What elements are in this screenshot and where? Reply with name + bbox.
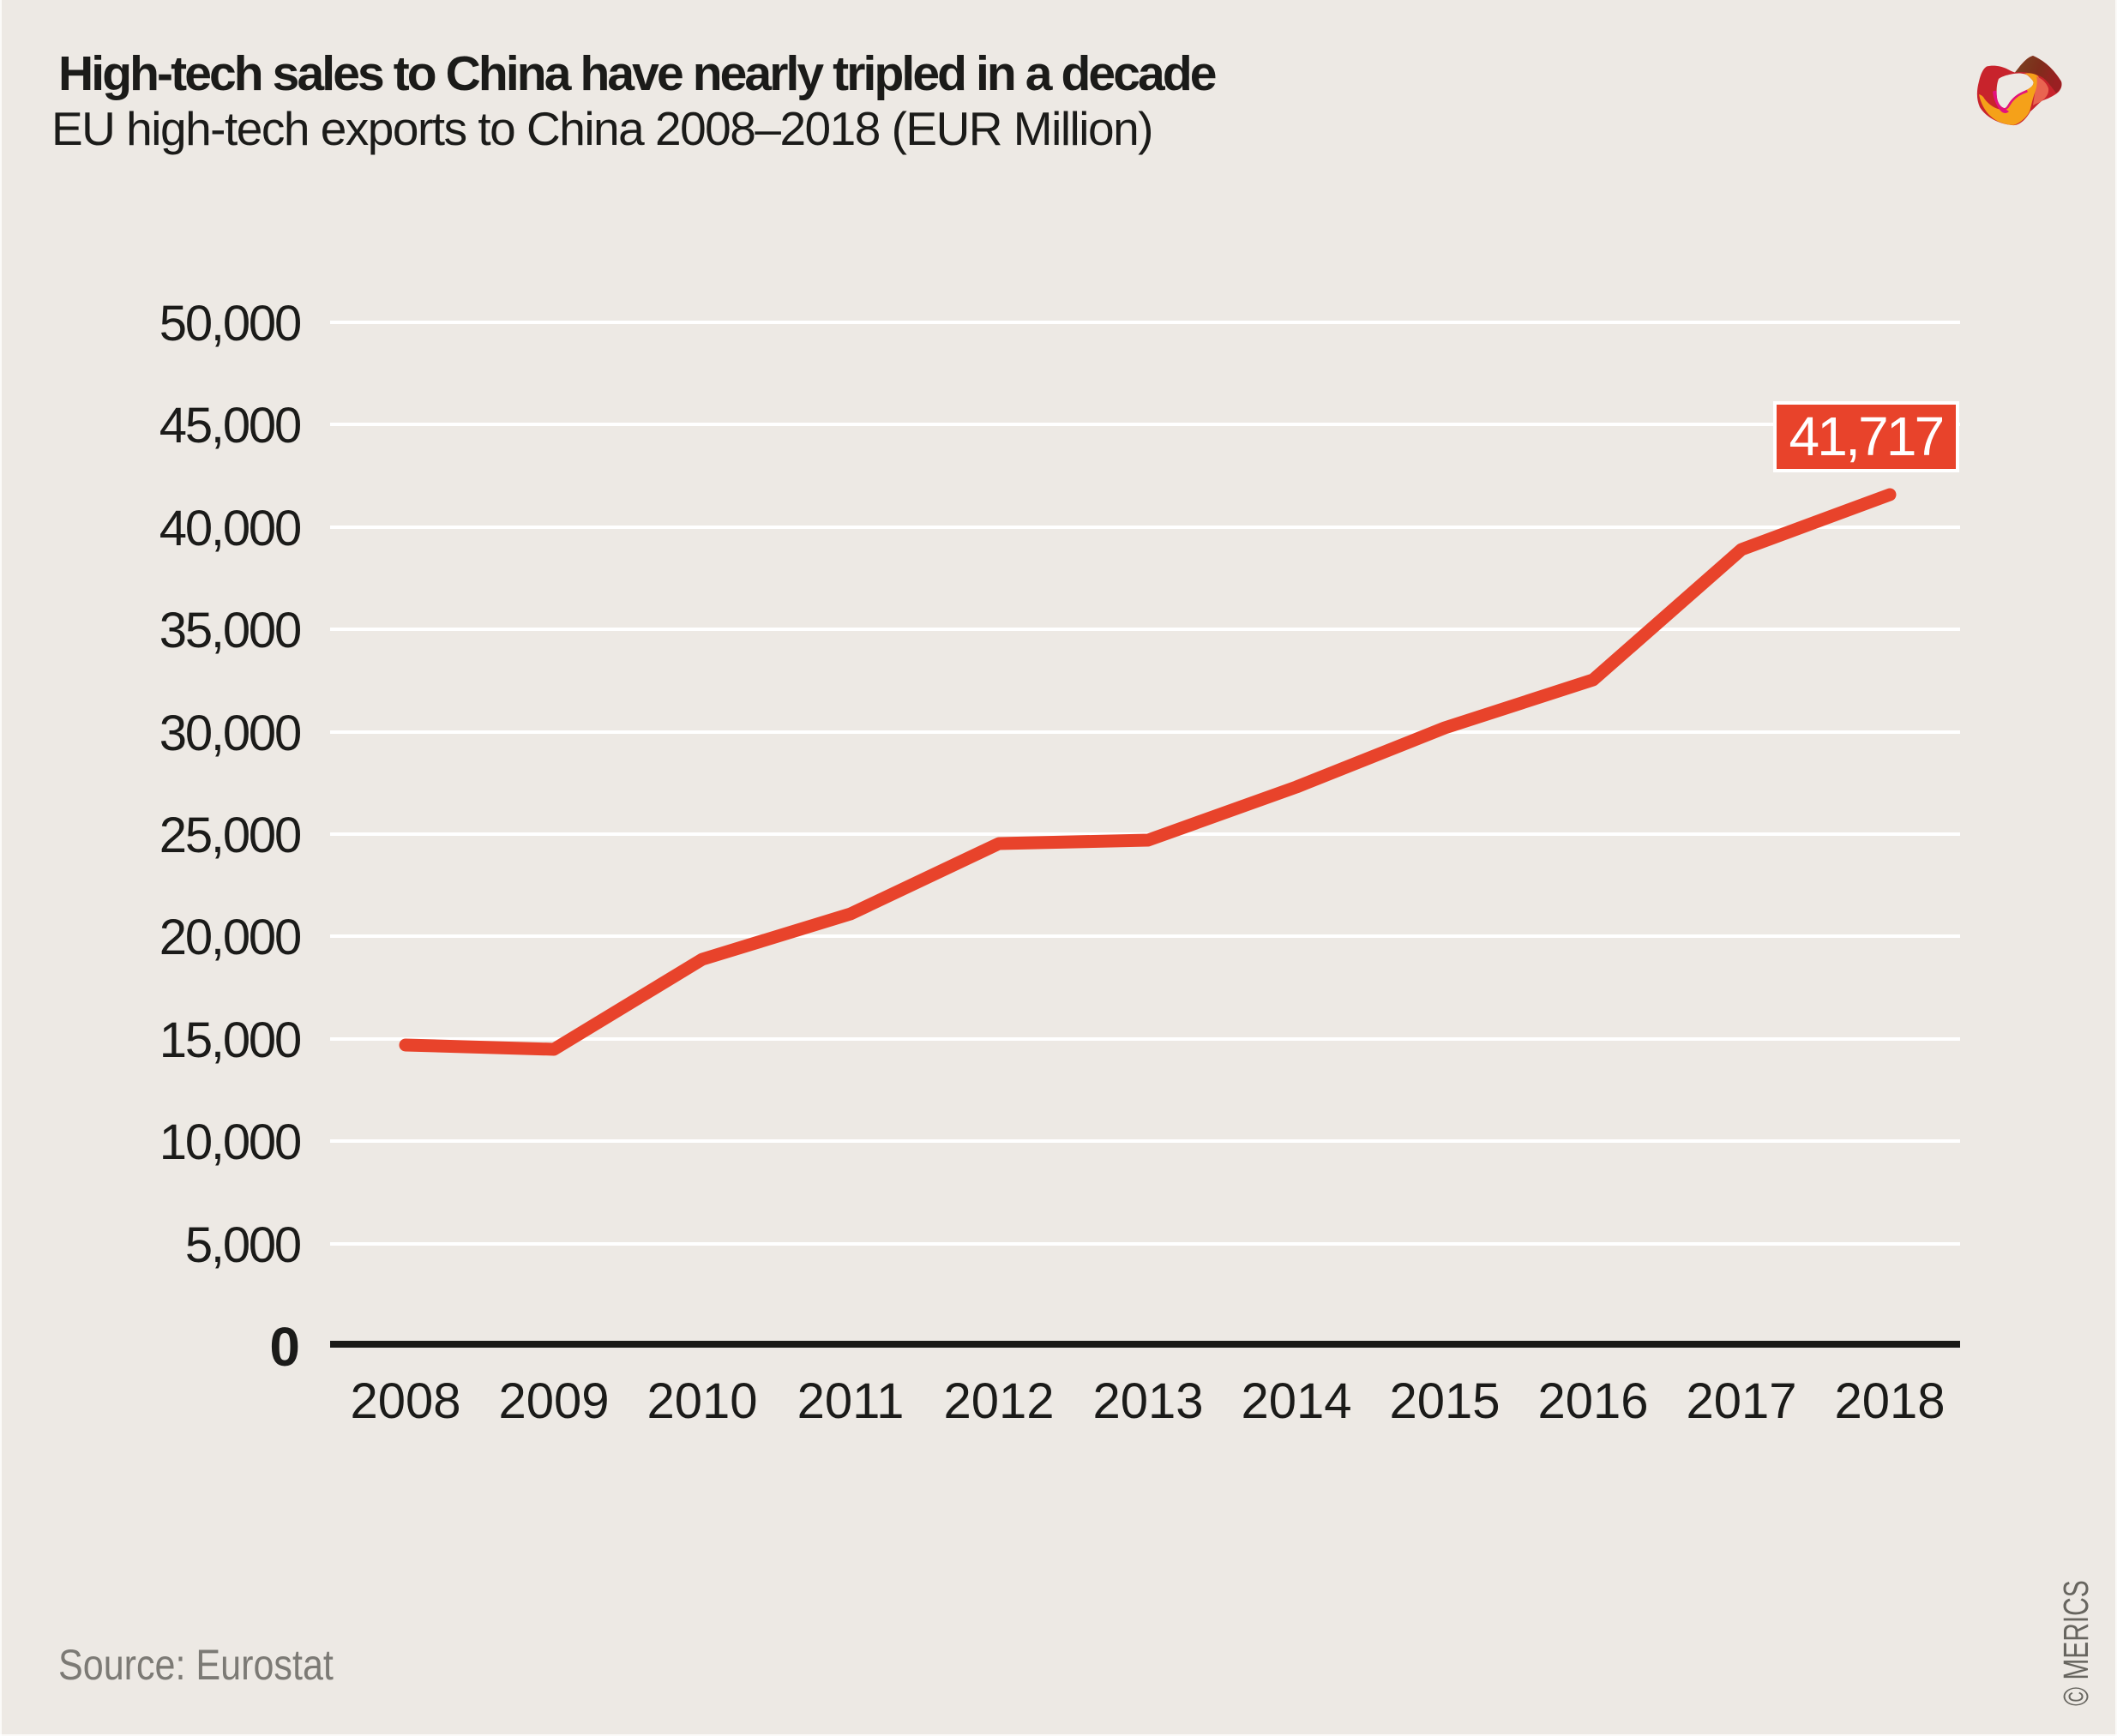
- svg-text:2012: 2012: [943, 1373, 1054, 1429]
- svg-text:© MERICS: © MERICS: [2056, 1580, 2096, 1706]
- svg-text:0: 0: [269, 1316, 300, 1378]
- svg-text:20,000: 20,000: [159, 910, 300, 965]
- svg-text:EU high-tech exports to China: EU high-tech exports to China 2008–2018 …: [51, 102, 1152, 155]
- svg-text:10,000: 10,000: [159, 1114, 300, 1170]
- svg-text:2016: 2016: [1537, 1373, 1648, 1429]
- svg-text:2018: 2018: [1834, 1373, 1945, 1429]
- svg-text:15,000: 15,000: [159, 1012, 300, 1068]
- svg-text:2009: 2009: [498, 1373, 609, 1429]
- svg-text:2014: 2014: [1241, 1373, 1351, 1429]
- svg-text:2010: 2010: [647, 1373, 757, 1429]
- svg-text:35,000: 35,000: [159, 603, 300, 658]
- svg-text:45,000: 45,000: [159, 398, 300, 454]
- svg-text:2008: 2008: [350, 1373, 460, 1429]
- svg-text:2013: 2013: [1092, 1373, 1203, 1429]
- svg-text:High-tech sales to China have: High-tech sales to China have nearly tri…: [58, 46, 1216, 101]
- svg-text:5,000: 5,000: [185, 1217, 300, 1273]
- svg-text:40,000: 40,000: [159, 501, 300, 556]
- svg-text:30,000: 30,000: [159, 706, 300, 761]
- svg-text:50,000: 50,000: [159, 296, 300, 351]
- svg-text:Source: Eurostat: Source: Eurostat: [58, 1641, 334, 1689]
- svg-text:2015: 2015: [1389, 1373, 1500, 1429]
- svg-text:25,000: 25,000: [159, 808, 300, 863]
- svg-text:2017: 2017: [1686, 1373, 1796, 1429]
- svg-text:41,717: 41,717: [1789, 405, 1943, 467]
- svg-text:2011: 2011: [797, 1373, 905, 1429]
